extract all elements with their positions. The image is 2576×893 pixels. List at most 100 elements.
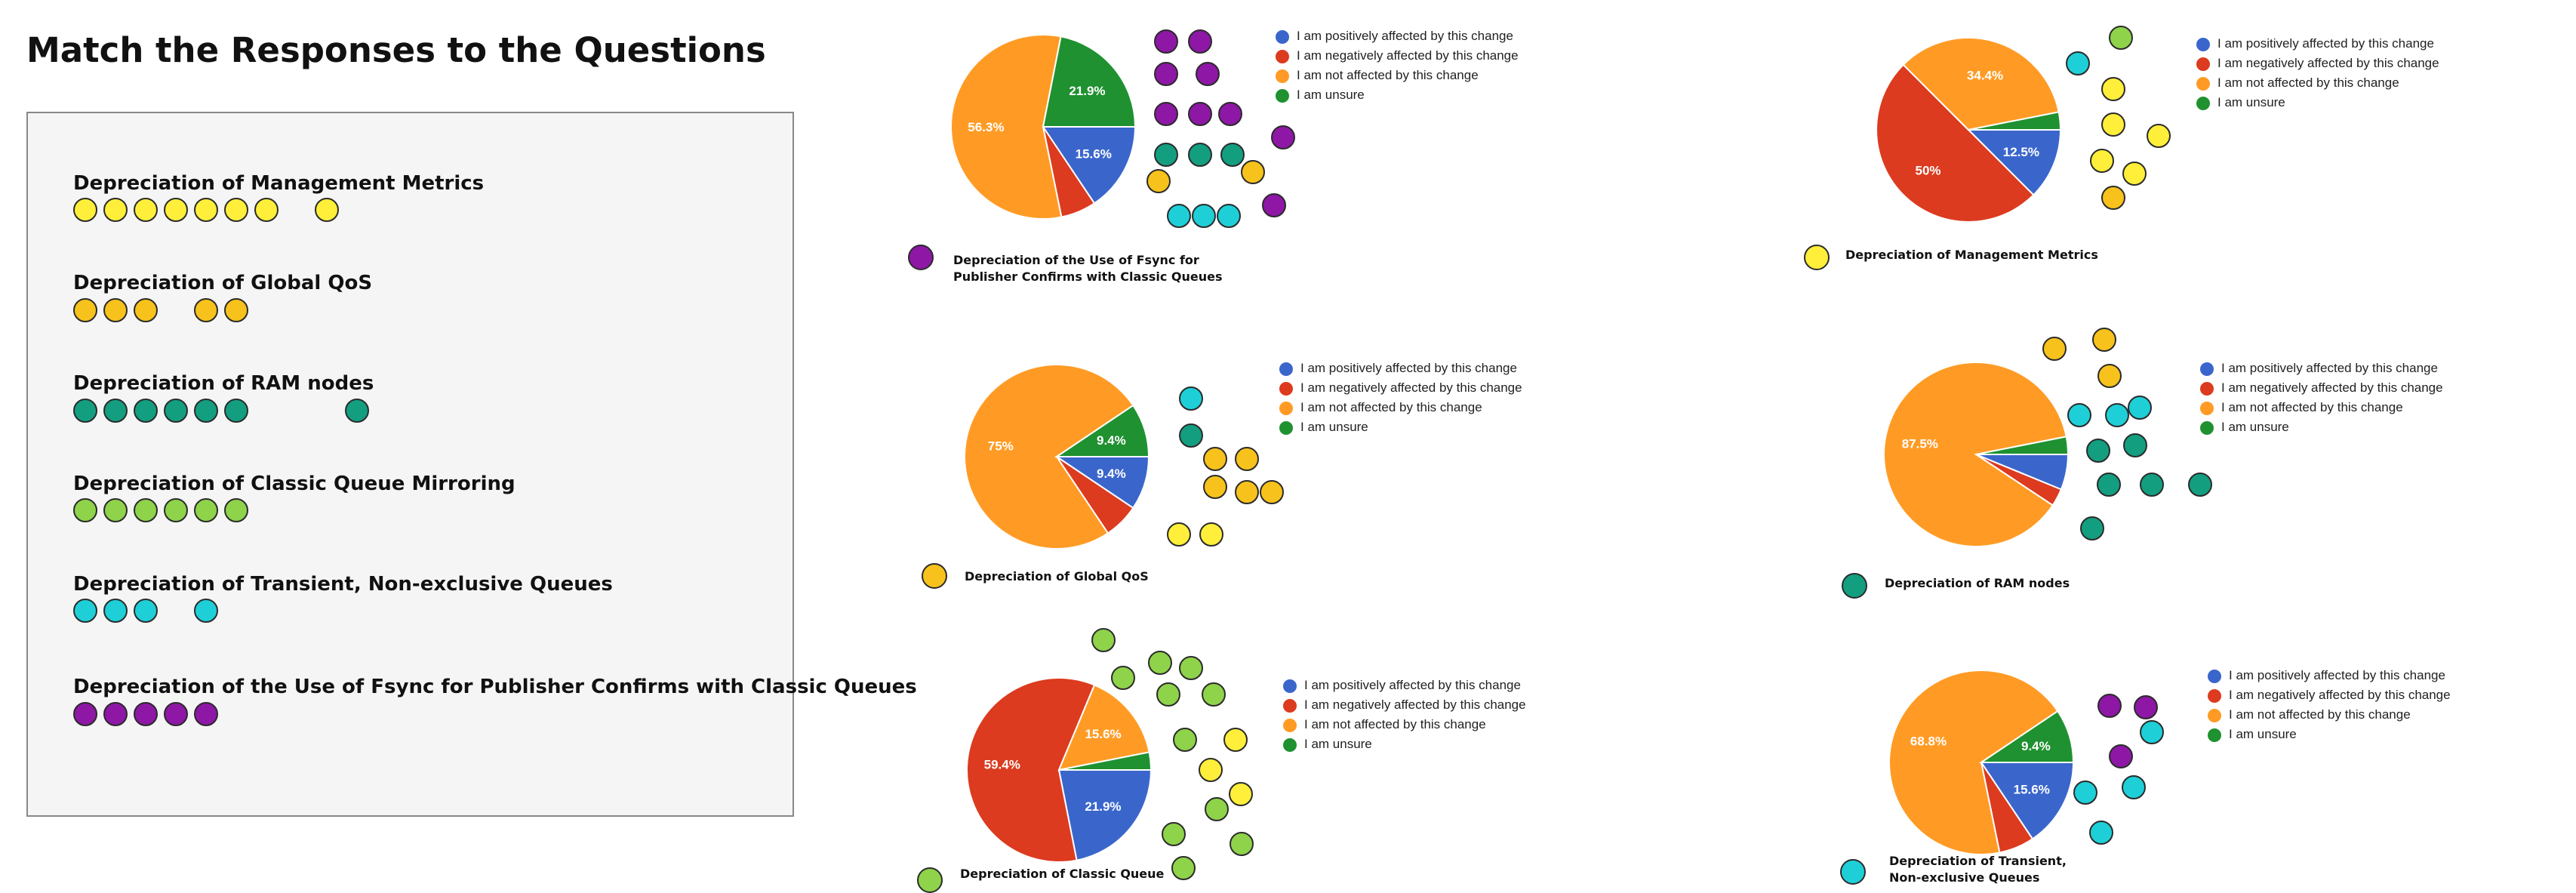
draggable-answer-token[interactable] [2086,439,2110,463]
draggable-answer-token[interactable] [2128,396,2152,420]
draggable-answer-token[interactable] [2097,364,2122,388]
draggable-answer-token[interactable] [2097,694,2122,718]
draggable-answer-token[interactable] [1260,480,1284,504]
draggable-answer-token[interactable] [1156,682,1180,707]
draggable-answer-token[interactable] [1148,651,1172,675]
draggable-answer-token[interactable] [2101,112,2125,137]
draggable-answer-token[interactable] [2122,775,2146,799]
draggable-answer-token[interactable] [2097,473,2121,497]
draggable-answer-token[interactable] [1179,423,1203,448]
draggable-answer-token[interactable] [1262,193,1286,217]
answer-token[interactable] [254,198,279,222]
draggable-answer-token[interactable] [1235,480,1259,504]
draggable-answer-token[interactable] [2101,186,2125,210]
answer-token[interactable] [103,198,128,222]
answer-token[interactable] [345,399,369,423]
answer-token[interactable] [134,399,158,423]
draggable-answer-token[interactable] [1229,782,1253,806]
draggable-answer-token[interactable] [2042,337,2067,361]
draggable-answer-token[interactable] [2101,77,2125,101]
draggable-answer-token[interactable] [2073,781,2097,805]
chart-caption-token[interactable] [1842,573,1867,599]
answer-token[interactable] [103,599,128,623]
draggable-answer-token[interactable] [2092,328,2116,352]
answer-token[interactable] [73,198,97,222]
draggable-answer-token[interactable] [2188,473,2212,497]
draggable-answer-token[interactable] [2080,516,2104,540]
chart-caption-token[interactable] [908,245,934,270]
draggable-answer-token[interactable] [1205,797,1229,821]
answer-token[interactable] [194,298,218,322]
draggable-answer-token[interactable] [2067,403,2091,427]
draggable-answer-token[interactable] [1188,102,1212,126]
draggable-answer-token[interactable] [1154,143,1178,167]
answer-token[interactable] [164,498,188,522]
answer-token[interactable] [315,198,339,222]
answer-token[interactable] [194,599,218,623]
draggable-answer-token[interactable] [1203,447,1227,471]
draggable-answer-token[interactable] [1154,102,1178,126]
answer-token[interactable] [224,198,248,222]
draggable-answer-token[interactable] [1199,758,1223,782]
draggable-answer-token[interactable] [2123,433,2147,457]
chart-caption-token[interactable] [1804,245,1830,270]
answer-token[interactable] [73,298,97,322]
chart-caption-token[interactable] [1840,859,1866,885]
draggable-answer-token[interactable] [1179,656,1203,680]
draggable-answer-token[interactable] [1091,628,1116,652]
answer-token[interactable] [134,198,158,222]
answer-token[interactable] [73,599,97,623]
draggable-answer-token[interactable] [2147,124,2171,148]
draggable-answer-token[interactable] [1154,62,1178,86]
answer-token[interactable] [103,298,128,322]
draggable-answer-token[interactable] [1218,102,1242,126]
answer-token[interactable] [103,498,128,522]
draggable-answer-token[interactable] [1196,62,1220,86]
draggable-answer-token[interactable] [1220,143,1245,167]
draggable-answer-token[interactable] [2089,821,2113,845]
answer-token[interactable] [103,702,128,726]
draggable-answer-token[interactable] [2134,695,2158,719]
answer-token[interactable] [134,298,158,322]
answer-token[interactable] [73,399,97,423]
answer-token[interactable] [224,298,248,322]
answer-token[interactable] [194,702,218,726]
draggable-answer-token[interactable] [2090,149,2114,173]
draggable-answer-token[interactable] [1146,169,1171,193]
answer-token[interactable] [134,599,158,623]
draggable-answer-token[interactable] [1162,822,1186,846]
answer-token[interactable] [164,702,188,726]
answer-token[interactable] [224,498,248,522]
draggable-answer-token[interactable] [1188,143,1212,167]
draggable-answer-token[interactable] [2105,403,2129,427]
draggable-answer-token[interactable] [2066,51,2090,75]
draggable-answer-token[interactable] [1203,475,1227,499]
answer-token[interactable] [73,498,97,522]
draggable-answer-token[interactable] [1217,204,1241,228]
draggable-answer-token[interactable] [1173,728,1197,752]
answer-token[interactable] [164,399,188,423]
answer-token[interactable] [73,702,97,726]
draggable-answer-token[interactable] [2140,720,2164,744]
answer-token[interactable] [134,498,158,522]
draggable-answer-token[interactable] [1171,856,1196,880]
answer-token[interactable] [194,198,218,222]
draggable-answer-token[interactable] [1199,522,1223,547]
answer-token[interactable] [194,399,218,423]
draggable-answer-token[interactable] [1167,522,1191,547]
draggable-answer-token[interactable] [1202,682,1226,707]
draggable-answer-token[interactable] [1188,29,1212,54]
chart-caption-token[interactable] [922,563,947,589]
draggable-answer-token[interactable] [1111,666,1135,690]
draggable-answer-token[interactable] [1271,125,1295,149]
answer-token[interactable] [103,399,128,423]
draggable-answer-token[interactable] [1235,447,1259,471]
draggable-answer-token[interactable] [1192,204,1216,228]
answer-token[interactable] [194,498,218,522]
draggable-answer-token[interactable] [1223,728,1248,752]
draggable-answer-token[interactable] [2122,162,2147,186]
answer-token[interactable] [134,702,158,726]
draggable-answer-token[interactable] [1241,160,1265,184]
draggable-answer-token[interactable] [1167,204,1191,228]
draggable-answer-token[interactable] [1230,832,1254,856]
